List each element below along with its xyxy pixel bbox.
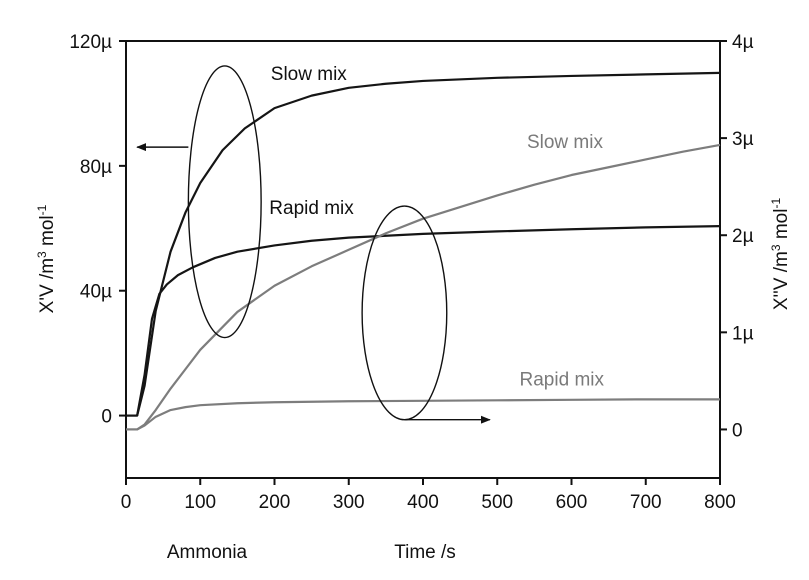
- x-axis-ticks: 0 100 200 300 400 500 600 700 800: [121, 478, 736, 513]
- y-axis-right-label: X''V /m3 mol-1: [769, 198, 792, 311]
- annotation-black-rapid-mix: Rapid mix: [269, 198, 354, 219]
- y-left-label-main: X'V /m: [37, 258, 58, 313]
- series-line-left-rapid-mix: [126, 225, 721, 417]
- y-right-tick-label: 3µ: [732, 129, 754, 150]
- y-left-tick-label: 0: [101, 407, 112, 428]
- y-left-tick-label: 80µ: [80, 157, 112, 178]
- ellipse-group: [136, 65, 491, 424]
- y-left-tick-label: 40µ: [80, 282, 112, 303]
- y-axis-left-ticks: 0 40µ 80µ 120µ: [69, 32, 126, 428]
- x-tick-label: 100: [184, 492, 216, 513]
- y-right-label-mid: mol: [771, 209, 792, 245]
- y-right-tick-label: 4µ: [732, 32, 754, 53]
- series-line-right-slow-mix: [126, 143, 721, 431]
- y-right-tick-label: 0: [732, 420, 743, 441]
- x-tick-label: 0: [121, 492, 132, 513]
- x-axis-label: Time /s: [394, 542, 456, 563]
- x-tick-label: 600: [556, 492, 588, 513]
- series-group: [126, 71, 721, 431]
- ellipse-marker: [187, 65, 262, 339]
- x-tick-label: 400: [407, 492, 439, 513]
- x-tick-label: 300: [333, 492, 365, 513]
- annotation-group: Slow mix Rapid mix Slow mix Rapid mix: [269, 64, 604, 391]
- y-left-tick-label: 120µ: [69, 32, 112, 53]
- annotation-gray-slow-mix: Slow mix: [527, 132, 604, 153]
- y-left-label-sup1: 3: [35, 251, 49, 258]
- y-left-label-sup2: -1: [35, 204, 49, 215]
- series-line-left-slow-mix: [126, 71, 721, 417]
- x-tick-label: 800: [704, 492, 736, 513]
- y-right-label-sup2: -1: [769, 198, 783, 209]
- ellipse-marker: [361, 205, 448, 421]
- y-axis-right-ticks: 0 1µ 2µ 3µ 4µ: [720, 32, 754, 441]
- plot-frame: [125, 40, 721, 479]
- y-right-tick-label: 2µ: [732, 226, 754, 247]
- y-right-label-sup1: 3: [769, 244, 783, 251]
- y-left-label-mid: mol: [37, 215, 58, 251]
- x-tick-label: 200: [259, 492, 291, 513]
- series-line-right-rapid-mix: [126, 398, 720, 431]
- x-tick-label: 700: [630, 492, 662, 513]
- annotation-gray-rapid-mix: Rapid mix: [520, 370, 605, 391]
- y-axis-left-label: X'V /m3 mol-1: [35, 204, 58, 313]
- annotation-black-slow-mix: Slow mix: [271, 64, 348, 85]
- y-right-label-main: X''V /m: [771, 251, 792, 310]
- x-axis-annotation: Ammonia: [167, 542, 248, 563]
- x-tick-label: 500: [481, 492, 513, 513]
- y-right-tick-label: 1µ: [732, 323, 754, 344]
